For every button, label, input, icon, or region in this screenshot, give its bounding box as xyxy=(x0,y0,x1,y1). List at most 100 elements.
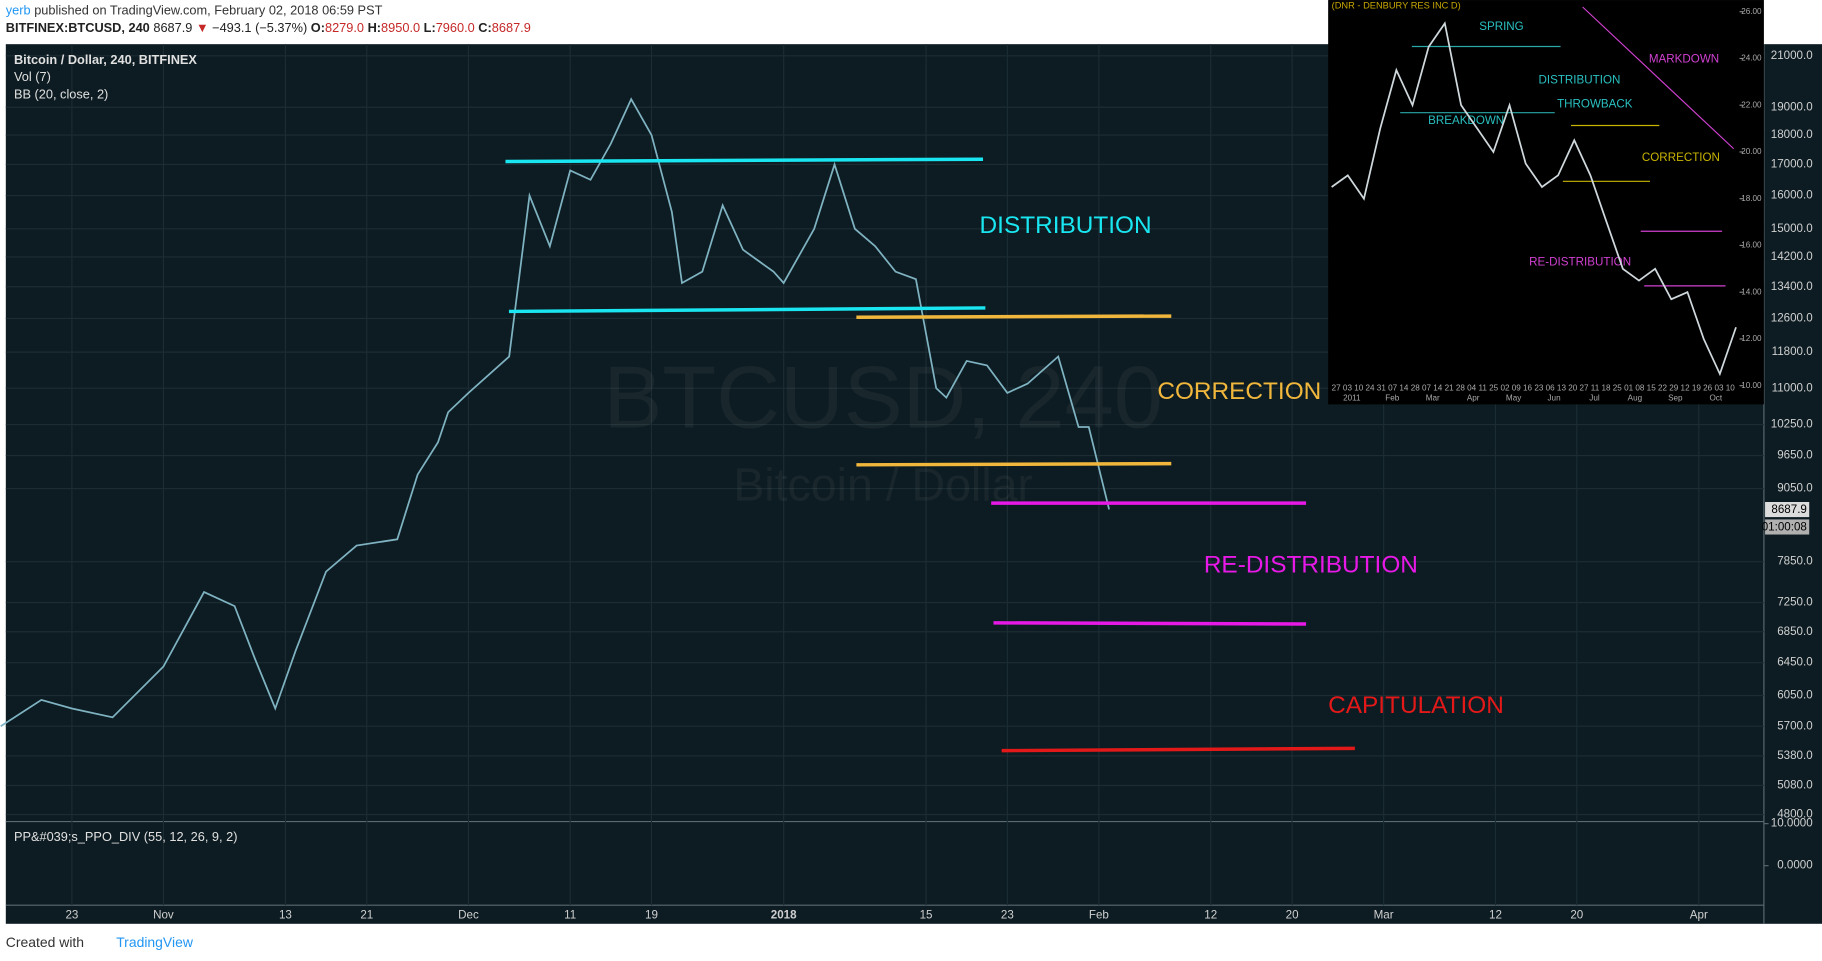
trend-line xyxy=(993,621,1307,626)
x-tick-label: Dec xyxy=(458,909,479,922)
close: 8687.9 xyxy=(492,20,531,35)
watermark-sub: Bitcoin / Dollar xyxy=(733,458,1033,510)
l-label: L: xyxy=(424,20,436,35)
footer-brand: TradingView xyxy=(116,934,194,950)
annotation: CORRECTION xyxy=(1157,378,1321,405)
x-tick-label: 11 xyxy=(564,909,576,922)
inset-month: Sep xyxy=(1668,394,1683,403)
watermark: BTCUSD, 240 xyxy=(603,348,1162,447)
inset-y-tick-label: 26.00 xyxy=(1741,7,1762,16)
y-tick-label: 6850.0 xyxy=(1777,625,1813,638)
change: −493.1 (−5.37%) xyxy=(212,20,307,35)
x-tick-label: 20 xyxy=(1286,909,1299,922)
y-tick-label: 5080.0 xyxy=(1777,778,1813,791)
inset-chart: (DNR - DENBURY RES INC D) SPRING DISTRIB… xyxy=(1328,0,1764,405)
y-tick-label: 4800.0 xyxy=(1777,808,1813,821)
c-label: C: xyxy=(478,20,491,35)
low: 7960.0 xyxy=(436,20,475,35)
y-tick-label: 16000.0 xyxy=(1771,189,1813,202)
trend-line xyxy=(505,157,984,164)
inset-title: (DNR - DENBURY RES INC D) xyxy=(1332,0,1461,10)
drawings xyxy=(505,157,1355,753)
y-tick-label: 9650.0 xyxy=(1777,449,1813,462)
header-line: yerb published on TradingView.com, Febru… xyxy=(6,3,383,18)
y-tick-label: 17000.0 xyxy=(1771,157,1813,170)
author: yerb xyxy=(6,3,31,18)
x-tick-label: 19 xyxy=(645,909,658,922)
x-tick-label: Mar xyxy=(1374,909,1394,922)
legend-item: Vol (7) xyxy=(14,69,51,84)
y-tick-label: 6050.0 xyxy=(1777,689,1813,702)
annotation: CAPITULATION xyxy=(1328,692,1504,719)
last: 8687.9 xyxy=(153,20,192,35)
x-tick-label: Feb xyxy=(1089,909,1109,922)
inset-y-tick-label: 16.00 xyxy=(1741,241,1762,250)
y-tick-label: 13400.0 xyxy=(1771,280,1813,293)
inset-month: Jun xyxy=(1547,394,1560,403)
x-tick-label: 15 xyxy=(920,909,933,922)
inset-y-tick-label: 20.00 xyxy=(1741,147,1762,156)
inset-label: SPRING xyxy=(1479,20,1524,33)
inset-month: Mar xyxy=(1426,394,1440,403)
legend-item: BB (20, close, 2) xyxy=(14,87,108,102)
x-tick-label: 20 xyxy=(1570,909,1583,922)
y-tick-label: 18000.0 xyxy=(1771,128,1813,141)
price-tag-text: 8687.9 xyxy=(1771,503,1807,516)
y-tick-label: 10250.0 xyxy=(1771,418,1813,431)
y-tick-label: 10.0000 xyxy=(1771,817,1813,830)
inset-month: 2011 xyxy=(1343,394,1361,403)
y-tick-label: 14200.0 xyxy=(1771,250,1813,263)
y-tick-label: 11800.0 xyxy=(1772,345,1813,358)
y-tick-label: 12600.0 xyxy=(1771,311,1813,324)
open: 8279.0 xyxy=(325,20,364,35)
price-axis-bg xyxy=(1763,44,1822,924)
inset-label: BREAKDOWN xyxy=(1428,114,1504,127)
annotation: DISTRIBUTION xyxy=(980,212,1152,239)
y-tick-label: 7850.0 xyxy=(1777,555,1813,568)
h-label: H: xyxy=(368,20,381,35)
high: 8950.0 xyxy=(381,20,420,35)
x-tick-label: 13 xyxy=(279,909,292,922)
inset-month: Oct xyxy=(1709,394,1722,403)
trend-line xyxy=(856,461,1172,467)
y-tick-label: 21000.0 xyxy=(1771,49,1813,62)
countdown-text: 01:00:08 xyxy=(1762,521,1807,534)
symbol: BITFINEX:BTCUSD, 240 xyxy=(6,20,150,35)
inset-y-tick-label: 14.00 xyxy=(1741,287,1762,296)
trend-line xyxy=(1001,746,1355,753)
published: published on TradingView.com, February 0… xyxy=(34,3,382,18)
x-tick-label: Nov xyxy=(153,909,174,922)
inset-label: MARKDOWN xyxy=(1649,52,1719,65)
x-tick-label: Apr xyxy=(1690,909,1708,922)
o-label: O: xyxy=(311,20,325,35)
inset-label: THROWBACK xyxy=(1557,98,1633,111)
trend-line xyxy=(856,314,1172,319)
y-tick-label: 6450.0 xyxy=(1777,656,1813,669)
y-tick-label: 15000.0 xyxy=(1771,222,1813,235)
x-tick-label: 23 xyxy=(1001,909,1014,922)
x-tick-label: 23 xyxy=(65,909,78,922)
x-tick-label: 12 xyxy=(1489,909,1502,922)
inset-y-tick-label: 18.00 xyxy=(1741,194,1762,203)
arrow: ▼ xyxy=(196,20,209,35)
inset-line xyxy=(1331,21,1737,377)
symbol-line: BITFINEX:BTCUSD, 240 8687.9 ▼ −493.1 (−5… xyxy=(6,20,531,35)
price-tag xyxy=(1765,501,1810,518)
inset-month: Feb xyxy=(1385,394,1399,403)
inset-day-row: 27 03 10 24 31 07 14 28 07 14 21 28 04 1… xyxy=(1332,383,1736,392)
footer-created: Created with xyxy=(6,934,84,950)
inset-y-tick-label: 12.00 xyxy=(1741,334,1762,343)
inset-month: May xyxy=(1506,394,1522,403)
inset-bg xyxy=(1328,0,1764,405)
x-tick-label: 12 xyxy=(1204,909,1217,922)
y-tick-label: 5380.0 xyxy=(1777,749,1813,762)
plot xyxy=(0,97,1110,727)
trend-line xyxy=(508,306,986,314)
x-tick-label: 21 xyxy=(360,909,373,922)
inset-month: Aug xyxy=(1628,394,1642,403)
annotation: RE-DISTRIBUTION xyxy=(1204,551,1418,578)
inset-y-tick-label: 10.00 xyxy=(1741,381,1762,390)
legend-item: Bitcoin / Dollar, 240, BITFINEX xyxy=(14,52,197,67)
